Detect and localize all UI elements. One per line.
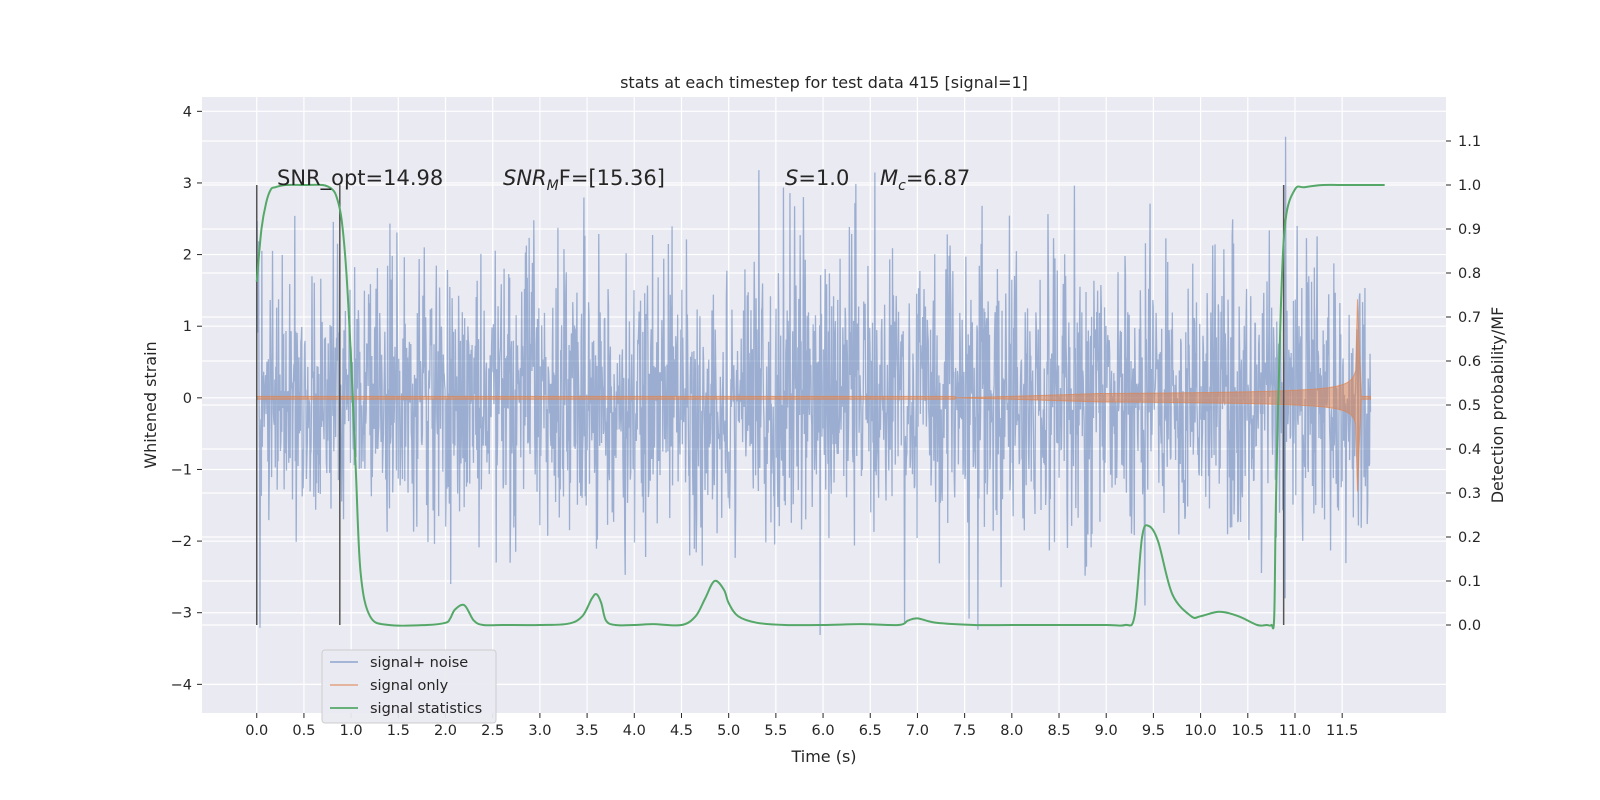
x-tick-label-13: 6.5 <box>859 723 882 739</box>
x-tick-label-17: 8.5 <box>1047 723 1070 739</box>
x-tick-label-2: 1.0 <box>340 723 363 739</box>
x-tick-label-20: 10.0 <box>1184 723 1216 739</box>
x-tick-label-15: 7.5 <box>953 723 976 739</box>
y2-tick-label-8: 0.3 <box>1458 486 1481 502</box>
x-tick-label-1: 0.5 <box>292 723 315 739</box>
signal-statistics-line <box>255 183 1385 630</box>
x-tick-label-10: 5.0 <box>717 723 740 739</box>
x-tick-label-8: 4.0 <box>623 723 646 739</box>
annotation-mc-sub: c <box>898 178 906 194</box>
x-tick-label-6: 3.0 <box>528 723 551 739</box>
annotation-snr-mf-rest: F=[15.36] <box>559 166 665 190</box>
x-tick-label-4: 2.0 <box>434 723 457 739</box>
annotation-mc: Mc=6.87 <box>880 166 970 194</box>
legend-label-signal-only: signal only <box>370 678 449 694</box>
annotation-s-rest: =1.0 <box>798 166 849 190</box>
annotation-mc-rest: =6.87 <box>906 166 970 190</box>
y2-tick-label-1: 1.0 <box>1458 178 1481 194</box>
y-tick-label-4: 0 <box>183 391 192 407</box>
y-tick-label-1: 3 <box>183 176 192 192</box>
y-tick-label-5: −1 <box>171 462 192 478</box>
legend-box <box>321 649 497 724</box>
annotation-s-var: S <box>785 166 798 190</box>
y-tick-label-0: 4 <box>183 104 192 120</box>
y-tick-label-7: −3 <box>171 606 192 622</box>
y2-tick-label-3: 0.8 <box>1458 266 1481 282</box>
x-tick-label-9: 4.5 <box>670 723 693 739</box>
legend-label-signal-statistics: signal statistics <box>370 701 482 717</box>
x-tick-label-22: 11.0 <box>1279 723 1311 739</box>
y-axis-ticks: 4 3 2 1 0 −1 −2 −3 −4 <box>171 104 202 693</box>
legend-label-signal-noise: signal+ noise <box>370 655 468 671</box>
y2-axis-label: Detection probability/MF <box>1488 307 1507 504</box>
y2-tick-label-11: 0.0 <box>1458 618 1481 634</box>
annotation-snr-mf-sub: M <box>547 178 559 194</box>
y2-tick-label-6: 0.5 <box>1458 398 1481 414</box>
y2-tick-label-9: 0.2 <box>1458 530 1481 546</box>
series-signal-statistics <box>255 183 1385 630</box>
x-tick-label-19: 9.5 <box>1142 723 1165 739</box>
x-tick-label-21: 10.5 <box>1232 723 1264 739</box>
annotation-snr-mf-var: SNR <box>503 166 547 190</box>
x-tick-label-18: 9.0 <box>1095 723 1118 739</box>
y-tick-label-6: −2 <box>171 534 192 550</box>
annotation-snr-opt: SNR_opt=14.98 <box>277 166 443 191</box>
y-tick-label-3: 1 <box>183 319 192 335</box>
x-tick-label-3: 1.5 <box>387 723 410 739</box>
y2-tick-label-0: 1.1 <box>1458 134 1481 150</box>
annotation-s: S=1.0 <box>785 166 849 190</box>
annotation-snr-mf: SNRMF=[15.36] <box>503 166 665 194</box>
x-tick-label-16: 8.0 <box>1000 723 1023 739</box>
y2-tick-label-2: 0.9 <box>1458 222 1481 238</box>
y-axis-label: Whitened strain <box>141 341 160 468</box>
x-axis-label: Time (s) <box>790 747 856 766</box>
x-tick-label-7: 3.5 <box>576 723 599 739</box>
series-signal-only <box>256 299 1371 492</box>
x-tick-label-14: 7.0 <box>906 723 929 739</box>
x-tick-label-11: 5.5 <box>764 723 787 739</box>
y2-tick-label-7: 0.4 <box>1458 442 1481 458</box>
annotation-mc-var: M <box>880 166 898 190</box>
y2-tick-label-5: 0.6 <box>1458 354 1481 370</box>
signal-only-chirp <box>256 299 1371 492</box>
legend: signal+ noise signal only signal statist… <box>321 649 497 724</box>
chart-title: stats at each timestep for test data 415… <box>620 73 1028 92</box>
series-signal-noise <box>256 136 1372 635</box>
y2-tick-label-4: 0.7 <box>1458 310 1481 326</box>
x-tick-label-0: 0.0 <box>245 723 268 739</box>
signal-noise-line <box>256 136 1372 635</box>
y-tick-label-8: −4 <box>171 677 192 693</box>
y-tick-label-2: 2 <box>183 248 192 264</box>
x-tick-label-23: 11.5 <box>1326 723 1358 739</box>
x-tick-label-12: 6.0 <box>812 723 835 739</box>
y2-tick-label-10: 0.1 <box>1458 574 1481 590</box>
y2-axis-ticks: 1.1 1.0 0.9 0.8 0.7 0.6 0.5 0.4 0.3 0.2 0.1 0.0 <box>1446 134 1481 634</box>
x-tick-label-5: 2.5 <box>481 723 504 739</box>
x-axis-ticks: 0.0 0.5 1.0 1.5 2.0 2.5 3.0 3.5 4.0 4.5 5.0 5.5 6.0 6… <box>245 713 1358 739</box>
